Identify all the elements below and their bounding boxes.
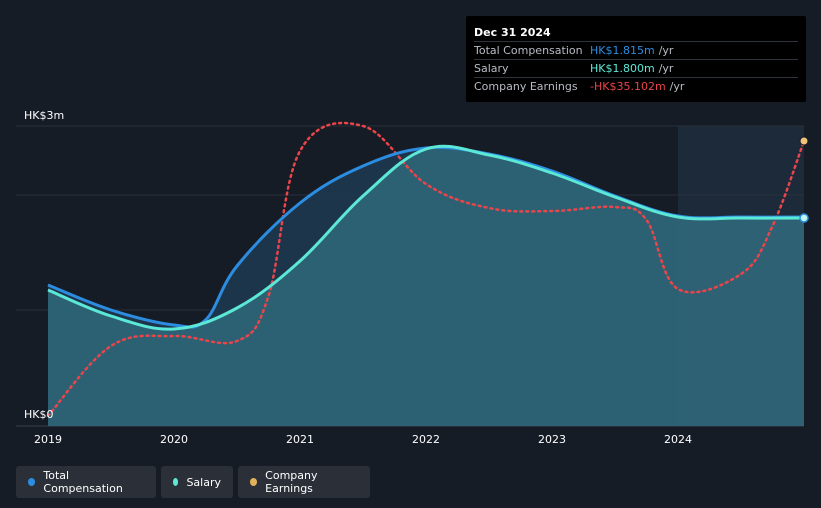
tooltip-date: Dec 31 2024 xyxy=(474,26,551,39)
y-axis-bottom-label: HK$0 xyxy=(24,408,53,421)
x-tick-label: 2020 xyxy=(160,433,188,446)
tooltip-value: -HK$35.102m xyxy=(590,80,666,93)
legend-dot-icon xyxy=(173,478,179,486)
legend-item-total-compensation[interactable]: Total Compensation xyxy=(16,466,156,498)
legend-dot-icon xyxy=(250,478,258,486)
tooltip-row-salary: Salary HK$1.800m /yr xyxy=(474,59,798,77)
legend-dot-icon xyxy=(28,478,36,486)
tooltip-row-total-compensation: Total Compensation HK$1.815m /yr xyxy=(474,41,798,59)
tooltip-unit: /yr xyxy=(658,44,674,57)
legend-label: Total Compensation xyxy=(43,469,123,495)
x-tick-label: 2019 xyxy=(34,433,62,446)
x-tick-label: 2022 xyxy=(412,433,440,446)
tooltip-unit: /yr xyxy=(669,80,685,93)
tooltip-row-company-earnings: Company Earnings -HK$35.102m /yr xyxy=(474,77,798,95)
company-earnings-end-marker[interactable] xyxy=(799,136,809,146)
legend-item-salary[interactable]: Salary xyxy=(161,466,233,498)
x-tick-label: 2021 xyxy=(286,433,314,446)
salary-line xyxy=(47,144,805,331)
tooltip-label: Total Compensation xyxy=(474,44,583,57)
salary-area xyxy=(48,146,804,426)
tooltip-value: HK$1.800m xyxy=(590,62,655,75)
legend-label: Company Earnings xyxy=(265,469,318,495)
y-axis-top-label: HK$3m xyxy=(24,109,64,122)
company-earnings-line xyxy=(46,121,806,418)
tooltip-value: HK$1.815m xyxy=(590,44,655,57)
tooltip-panel: Dec 31 2024 Total Compensation HK$1.815m… xyxy=(466,16,806,102)
legend-label: Salary xyxy=(186,475,221,489)
x-tick-label: 2024 xyxy=(664,433,692,446)
x-tick-label: 2023 xyxy=(538,433,566,446)
tooltip-label: Company Earnings xyxy=(474,80,578,93)
tooltip-label: Salary xyxy=(474,62,509,75)
legend-item-company-earnings[interactable]: Company Earnings xyxy=(238,466,370,498)
chart-legend: Total Compensation Salary Company Earnin… xyxy=(16,466,370,498)
salary-end-marker[interactable] xyxy=(799,213,809,223)
tooltip-unit: /yr xyxy=(658,62,674,75)
